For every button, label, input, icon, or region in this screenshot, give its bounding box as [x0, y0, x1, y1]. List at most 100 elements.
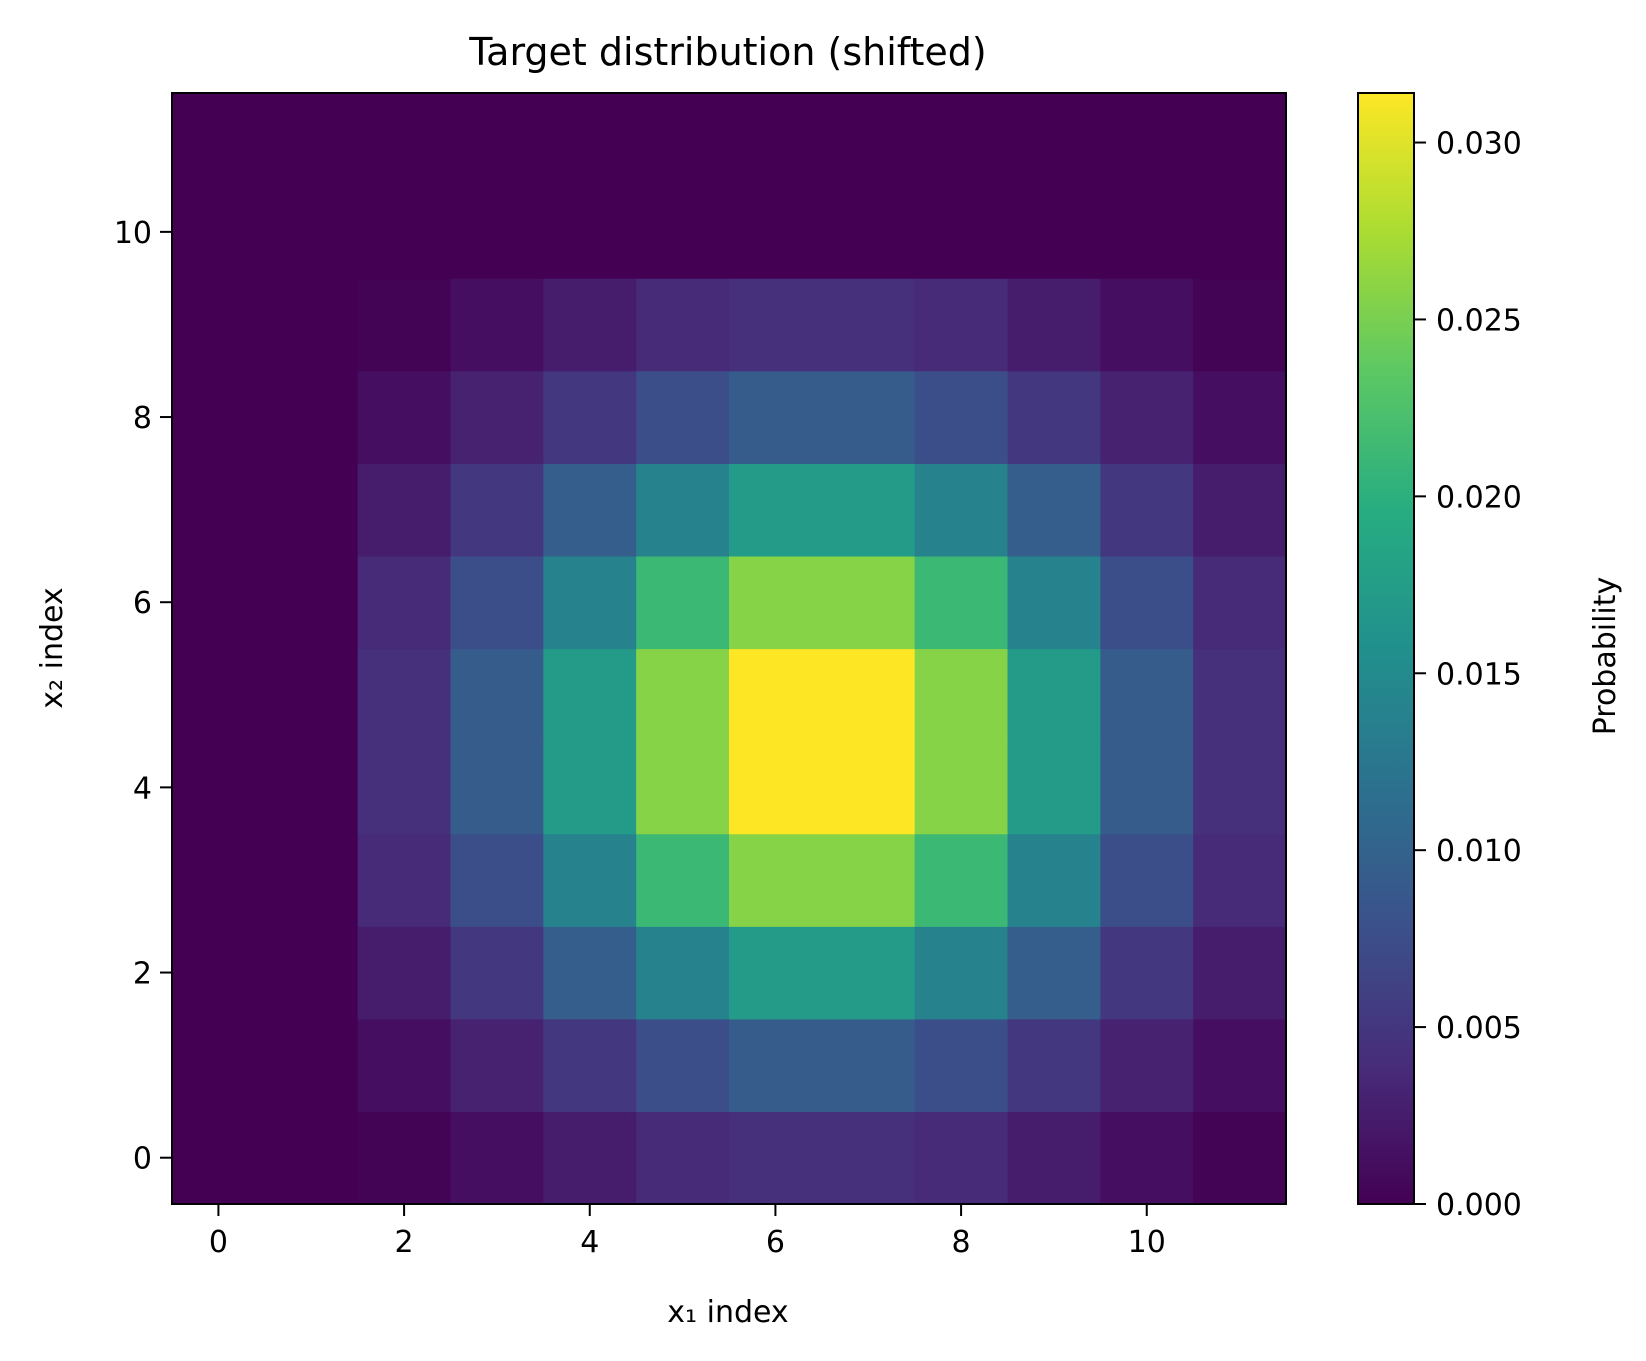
y-tick-label: 8	[133, 401, 152, 436]
heatmap-cell	[1007, 926, 1101, 1020]
heatmap-cell	[914, 926, 1009, 1020]
colorbar-frame	[1357, 92, 1415, 1205]
colorbar-tick-label: 0.010	[1436, 834, 1522, 869]
y-tick-label: 10	[114, 216, 152, 251]
heatmap-cell	[636, 741, 730, 835]
heatmap-cell	[914, 370, 1009, 464]
heatmap-cell	[450, 1018, 544, 1113]
heatmap-cell	[1193, 1018, 1287, 1113]
heatmap-cell	[1100, 555, 1194, 650]
heatmap-cell	[543, 926, 637, 1020]
heatmap-cell	[821, 648, 916, 742]
heatmap-cell	[1100, 1111, 1194, 1205]
heatmap-cell	[729, 463, 823, 557]
heatmap-cell	[1007, 463, 1101, 557]
colorbar-tick-label: 0.025	[1436, 303, 1522, 338]
heatmap-cell	[636, 1111, 730, 1205]
heatmap-cell	[172, 463, 266, 557]
heatmap-cell	[450, 370, 544, 464]
colorbar	[1358, 93, 1414, 1204]
heatmap-cell	[357, 1111, 452, 1205]
heatmap-cell	[264, 741, 359, 835]
heatmap-cell	[1193, 648, 1287, 742]
heatmap-cell	[172, 926, 266, 1020]
heatmap-cell	[821, 278, 916, 372]
heatmap-cell	[914, 833, 1009, 927]
heatmap-cell	[450, 185, 544, 279]
heatmap-cell	[543, 185, 637, 279]
heatmap-cell	[450, 833, 544, 927]
heatmap-cell	[914, 185, 1009, 279]
colorbar-tick-label: 0.015	[1436, 657, 1522, 692]
x-axis-label: x₁ index	[667, 1295, 788, 1330]
heatmap-cell	[1193, 741, 1287, 835]
heatmap-cell	[357, 1018, 452, 1113]
heatmap-cell	[729, 926, 823, 1020]
heatmap-cell	[450, 926, 544, 1020]
heatmap-cell	[357, 926, 452, 1020]
heatmap-cell	[821, 555, 916, 650]
heatmap-cell	[1193, 370, 1287, 464]
heatmap-cell	[636, 93, 730, 187]
heatmap-cell	[1193, 185, 1287, 279]
colorbar-ticks: 0.000 0.005 0.010 0.015 0.020 0.025 0.030	[1414, 127, 1522, 1223]
heatmap-cell	[172, 648, 266, 742]
heatmap-cell	[357, 463, 452, 557]
heatmap-cell	[821, 463, 916, 557]
heatmap-cell	[357, 555, 452, 650]
heatmap-cell	[357, 370, 452, 464]
heatmap-cell	[543, 370, 637, 464]
heatmap-cell	[1193, 93, 1287, 187]
heatmap-cell	[1007, 1018, 1101, 1113]
heatmap-cell	[1100, 278, 1194, 372]
heatmap-cell	[172, 741, 266, 835]
heatmap-cell	[914, 648, 1009, 742]
heatmap-cell	[636, 555, 730, 650]
heatmap-cell	[264, 1111, 359, 1205]
heatmap-cell	[636, 1018, 730, 1113]
heatmap-cell	[1007, 370, 1101, 464]
heatmap-cell	[450, 555, 544, 650]
heatmap-cell	[543, 1018, 637, 1113]
y-tick-label: 0	[133, 1142, 152, 1177]
heatmap-cell	[821, 370, 916, 464]
heatmap-cell	[264, 555, 359, 650]
plot-frame	[171, 92, 1287, 1205]
heatmap-cell	[1193, 833, 1287, 927]
heatmap-cell	[450, 463, 544, 557]
heatmap-cell	[1100, 741, 1194, 835]
heatmap-cell	[1193, 555, 1287, 650]
heatmap-cell	[1007, 185, 1101, 279]
heatmap-cell	[729, 185, 823, 279]
colorbar-tick-label: 0.030	[1436, 127, 1522, 162]
heatmap-cell	[357, 833, 452, 927]
heatmap-cell	[1100, 833, 1194, 927]
x-axis-ticks: 0 2 4 6 8 10	[209, 1204, 1166, 1260]
heatmap-cell	[821, 833, 916, 927]
heatmap-cell	[172, 93, 266, 187]
heatmap-cell	[543, 648, 637, 742]
heatmap-cell	[357, 278, 452, 372]
heatmap-cell	[543, 833, 637, 927]
x-tick-label: 6	[766, 1225, 785, 1260]
heatmap-cell	[264, 93, 359, 187]
heatmap-cell	[450, 278, 544, 372]
heatmap-cell	[1100, 370, 1194, 464]
heatmap-cell	[636, 463, 730, 557]
heatmap-cell	[821, 741, 916, 835]
heatmap-cell	[821, 926, 916, 1020]
heatmap-cell	[729, 370, 823, 464]
x-tick-label: 10	[1128, 1225, 1166, 1260]
heatmap-cell	[543, 555, 637, 650]
heatmap-cell	[543, 1111, 637, 1205]
heatmap-cell	[1100, 463, 1194, 557]
heatmap-cell	[264, 185, 359, 279]
y-axis-label: x₂ index	[35, 587, 70, 708]
heatmap-cell	[1193, 1111, 1287, 1205]
colorbar-tick-label: 0.000	[1436, 1188, 1522, 1223]
heatmap-cell	[172, 278, 266, 372]
heatmap-cell	[172, 833, 266, 927]
colorbar-label: Probability	[1588, 577, 1623, 736]
heatmap-cell	[1007, 93, 1101, 187]
heatmap-cell	[636, 185, 730, 279]
